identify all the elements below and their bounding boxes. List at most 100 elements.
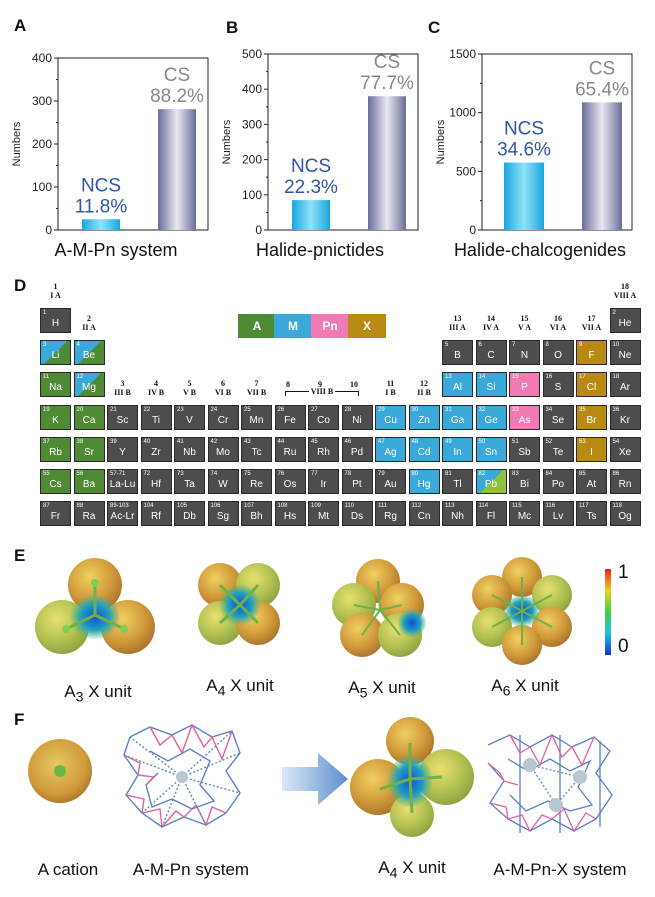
periodic-table: 1 H 2 He 3 Li 4 Be 5 B 6 C 7 N 8 O 9 F 10 Ne 11 Na 12 Mg 13 Al 14 S…: [40, 308, 645, 536]
element-ar: 18 Ar: [609, 372, 641, 398]
ampnx-system-graphic: [487, 733, 613, 833]
element-symbol: Zn: [418, 414, 430, 426]
element-cr: 24 Cr: [207, 404, 239, 430]
element-number: 50: [478, 438, 486, 445]
element-symbol: Ca: [82, 414, 96, 426]
element-na: 11 Na: [40, 372, 71, 398]
group-number: 5: [187, 378, 192, 388]
percent-label: 22.3%: [284, 177, 338, 198]
element-ba: 56 Ba: [73, 469, 105, 494]
legend-m: M: [274, 314, 312, 338]
y-tick-label: 400: [32, 51, 52, 65]
element-li: 3 Li: [40, 340, 71, 366]
element-symbol: Rg: [384, 511, 397, 523]
element-fe: 26 Fe: [274, 404, 306, 430]
y-axis-label: Numbers: [221, 119, 233, 164]
element-symbol: Ga: [450, 414, 465, 426]
a5x-unit-graphic: [332, 559, 426, 657]
element-symbol: Tc: [251, 446, 262, 458]
element-number: 54: [612, 438, 620, 445]
element-symbol: La-Lu: [109, 479, 136, 490]
element-mg: 12 Mg: [73, 372, 105, 398]
element-number: 24: [210, 406, 218, 413]
element-number: 72: [143, 471, 151, 477]
group-name: III A: [449, 323, 466, 333]
bar-cs: [582, 102, 622, 230]
element-rn: 86 Rn: [609, 469, 641, 494]
panel-label-b: B: [226, 18, 239, 37]
element-zn: 30 Zn: [408, 404, 440, 430]
element-number: 29: [378, 406, 385, 413]
element-symbol: Sb: [518, 446, 531, 458]
element-number: 19: [43, 406, 50, 413]
element-number: 25: [244, 406, 251, 413]
element-number: 107: [244, 503, 255, 510]
colorbar-max: 1: [618, 562, 629, 583]
caption-a4x: A4 X unit: [206, 676, 274, 700]
group-number: 11: [386, 378, 395, 388]
element-nh: 113 Nh: [442, 501, 473, 527]
element-number: 15: [512, 374, 519, 381]
group-number: 2: [87, 314, 91, 324]
group-number: 1: [53, 282, 58, 291]
element-number: 74: [210, 471, 218, 477]
y-tick-label: 500: [242, 47, 262, 61]
percent-label: 65.4%: [575, 79, 629, 100]
element-fr: 87 Fr: [40, 501, 71, 527]
element-number: 10: [612, 342, 620, 349]
percent-label: 88.2%: [150, 86, 204, 107]
group-label: 7 VII B: [237, 379, 277, 397]
panel-f-graphics: [28, 717, 613, 837]
group-number: 7: [254, 378, 259, 388]
caption-ampnx-system: A-M-Pn-X system: [493, 860, 627, 879]
element-number: 27: [311, 406, 318, 413]
element-ni: 28 Ni: [341, 404, 373, 430]
element-ac-lr: 89-103 Ac-Lr: [107, 501, 138, 527]
group-number: 14: [487, 314, 495, 324]
group-number: 18: [621, 282, 629, 291]
element-symbol: O: [554, 350, 562, 362]
element-symbol: Ac-Lr: [110, 511, 135, 523]
element-al: 13 Al: [442, 372, 473, 398]
element-symbol: He: [618, 318, 632, 329]
element-number: 2: [612, 310, 616, 316]
element-symbol: S: [554, 382, 562, 394]
element-ag: 47 Ag: [375, 436, 406, 462]
element-mc: 115 Mc: [509, 501, 540, 527]
element-number: 82: [478, 471, 486, 477]
element-number: 32: [478, 406, 486, 413]
element-sr: 38 Sr: [73, 436, 105, 462]
element-number: 38: [76, 438, 84, 445]
element-cs: 55 Cs: [40, 469, 71, 494]
element-number: 14: [478, 374, 486, 381]
y-tick-label: 1000: [449, 106, 476, 120]
element-w: 74 W: [207, 469, 239, 494]
element-symbol: As: [518, 414, 531, 426]
group-name: II B: [417, 387, 431, 397]
element-number: 43: [244, 438, 251, 445]
element-symbol: Rb: [49, 446, 62, 458]
element-number: 106: [210, 503, 221, 510]
y-tick-label: 0: [45, 223, 52, 237]
category-label: CS: [374, 52, 400, 73]
y-tick-label: 1500: [449, 47, 476, 61]
group-number: 4: [154, 378, 158, 388]
panel-label-a: A: [14, 16, 27, 35]
legend-a: A: [238, 314, 276, 338]
element-number: 76: [277, 471, 285, 477]
element-number: 79: [378, 471, 385, 477]
element-symbol: In: [453, 446, 462, 458]
chart-c-xlabel: Halide-chalcogenides: [453, 240, 627, 260]
element-ne: 10 Ne: [609, 340, 641, 366]
chart-b-xlabel: Halide-pnictides: [255, 240, 385, 260]
a3x-unit-graphic: [35, 558, 155, 654]
element-symbol: Ra: [82, 511, 96, 523]
element-number: 46: [344, 438, 352, 445]
element-in: 49 In: [442, 436, 473, 462]
element-symbol: Db: [183, 511, 196, 523]
element-symbol: Ta: [184, 479, 195, 490]
element-number: 110: [344, 503, 355, 510]
category-label: NCS: [81, 175, 121, 196]
